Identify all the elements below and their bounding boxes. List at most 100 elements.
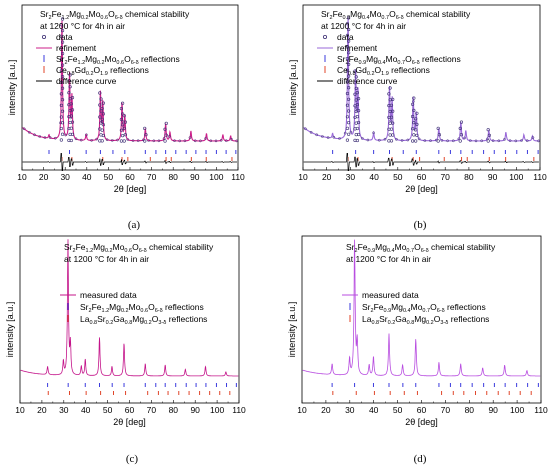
data-point (315, 133, 319, 137)
data-point (164, 133, 168, 137)
data-point (338, 137, 341, 140)
data-point (235, 139, 239, 143)
data-point (105, 138, 109, 142)
x-tick-label: 50 (393, 172, 403, 182)
data-point (356, 132, 361, 137)
data-point (116, 138, 119, 142)
x-tick-label: 30 (59, 405, 69, 415)
x-tick-label: 30 (346, 172, 356, 182)
x-tick-label: 30 (60, 172, 70, 182)
data-point (99, 109, 103, 113)
data-point (59, 34, 63, 38)
data-point (95, 137, 99, 141)
data-point (98, 103, 102, 107)
x-tick-label: 90 (488, 405, 498, 415)
data-point (100, 128, 104, 132)
data-point (366, 138, 370, 142)
data-point (347, 51, 351, 55)
data-point (79, 138, 83, 142)
data-point (353, 92, 357, 96)
data-point (417, 137, 421, 141)
data-point (356, 108, 361, 113)
data-point (491, 139, 495, 143)
data-point (356, 120, 361, 125)
data-point (434, 138, 438, 142)
x-tick-label: 80 (464, 172, 474, 182)
panel-c: 10 20 30 40 50 60 70 80 90 100 110 2θ [deg] intensit… (5, 235, 246, 465)
data-point (411, 139, 415, 143)
data-point (126, 138, 130, 141)
x-tick-label: 10 (17, 172, 27, 182)
data-point (355, 138, 359, 143)
data-point (406, 138, 410, 142)
annotation-condition: at 1200 °C for 4h in air (40, 21, 125, 31)
data-point (389, 115, 394, 119)
x-tick-label: 80 (168, 172, 178, 182)
difference-curve (22, 153, 237, 171)
panel-a: 10 20 30 40 50 60 70 80 90 100 110 2θ [deg] intensit… (7, 4, 245, 231)
legend-label: Ce0.8Gd0.2O1.9 reflections (337, 65, 430, 77)
data-point (136, 139, 140, 143)
data-point (468, 139, 472, 142)
data-point (67, 91, 71, 95)
data-point (355, 106, 358, 110)
data-point (59, 57, 63, 62)
panel-caption: (a) (128, 219, 141, 231)
data-point (411, 102, 415, 106)
data-point (415, 111, 419, 115)
legend-label: measured data (80, 290, 137, 300)
x-tick-label: 110 (232, 405, 246, 415)
x-tick-label: 50 (393, 405, 403, 415)
data-point (459, 133, 464, 137)
data-point (486, 137, 489, 141)
data-point (446, 139, 449, 143)
legend-label: data (337, 32, 354, 42)
panel-caption: (c) (126, 453, 139, 465)
data-point (389, 119, 393, 123)
data-point (173, 139, 176, 143)
data-point (59, 23, 63, 27)
data-point (100, 139, 104, 143)
data-point (144, 133, 148, 137)
data-point (355, 102, 359, 107)
x-axis-label: 2θ [deg] (114, 184, 147, 194)
data-point (353, 104, 357, 108)
legend-label: difference curve (56, 76, 117, 86)
data-point (123, 133, 128, 137)
data-point (90, 138, 93, 142)
x-tick-label: 90 (488, 172, 498, 182)
data-point (85, 133, 88, 137)
data-point (503, 138, 506, 141)
data-point (437, 133, 442, 137)
data-point (59, 80, 63, 84)
legend-label: data (56, 32, 73, 42)
data-point (209, 139, 213, 143)
data-point (389, 127, 394, 131)
data-point (167, 135, 171, 138)
x-tick-label: 20 (37, 405, 47, 415)
data-point (356, 96, 361, 101)
x-tick-label: 100 (210, 405, 224, 415)
data-point (423, 139, 427, 142)
data-point (486, 128, 490, 132)
data-point (131, 139, 135, 142)
data-point (121, 120, 125, 123)
data-point (345, 126, 350, 130)
annotation-condition: at 1200 °C for 4h in air (346, 254, 431, 264)
data-point (345, 103, 350, 107)
data-point (60, 98, 65, 102)
legend-label: refinement (337, 43, 378, 53)
x-tick-label: 110 (533, 172, 547, 182)
data-point (100, 106, 104, 111)
data-point (152, 139, 156, 143)
x-tick-label: 100 (209, 172, 223, 182)
data-point (59, 103, 63, 107)
data-point (193, 139, 197, 143)
data-point (414, 139, 418, 143)
data-point (69, 126, 73, 130)
data-point (395, 137, 398, 141)
data-point (474, 139, 478, 143)
data-point (38, 135, 42, 138)
x-tick-label: 70 (147, 405, 157, 415)
data-point (70, 132, 75, 136)
